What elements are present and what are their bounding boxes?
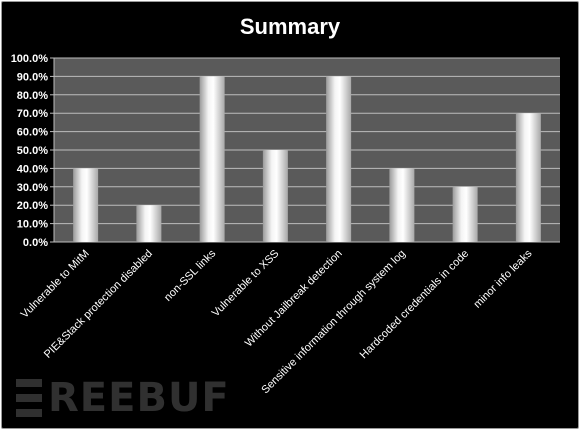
y-tick-label: 0.0% (23, 237, 48, 249)
bar (452, 186, 478, 242)
y-tick-label: 90.0% (17, 71, 48, 83)
y-tick-label: 20.0% (17, 200, 48, 212)
y-tick-label: 100.0% (11, 53, 49, 65)
bar (199, 76, 225, 243)
x-tick-label: minor info leaks (472, 247, 535, 310)
y-tick-label: 40.0% (17, 163, 48, 175)
watermark-text: REEBUF (48, 375, 230, 421)
x-tick-label: Vulnerable to XSS (210, 248, 282, 320)
x-tick-label: Hardcoded credentials in code (358, 248, 472, 362)
bar (136, 205, 162, 242)
y-tick-label: 30.0% (17, 182, 48, 194)
x-tick-label: Vulnerable to MitM (19, 248, 92, 321)
x-tick-label: non-SSL links (162, 247, 219, 304)
bar (515, 113, 541, 242)
y-tick-label: 50.0% (17, 145, 48, 157)
y-tick-label: 70.0% (17, 108, 48, 120)
bar (73, 168, 99, 242)
x-tick-label: Sensitive information through system log (259, 248, 408, 397)
bar (389, 168, 415, 242)
y-tick-label: 10.0% (17, 219, 48, 231)
bar (262, 150, 288, 242)
watermark-logo: REEBUF (16, 375, 230, 421)
y-tick-label: 60.0% (17, 127, 48, 139)
y-tick-label: 80.0% (17, 90, 48, 102)
x-tick-label: PIE&Stack protection disabled (42, 248, 155, 361)
bar (326, 76, 352, 243)
chart-title: Summary (239, 14, 341, 39)
freebuf-logo-icon (16, 379, 42, 417)
